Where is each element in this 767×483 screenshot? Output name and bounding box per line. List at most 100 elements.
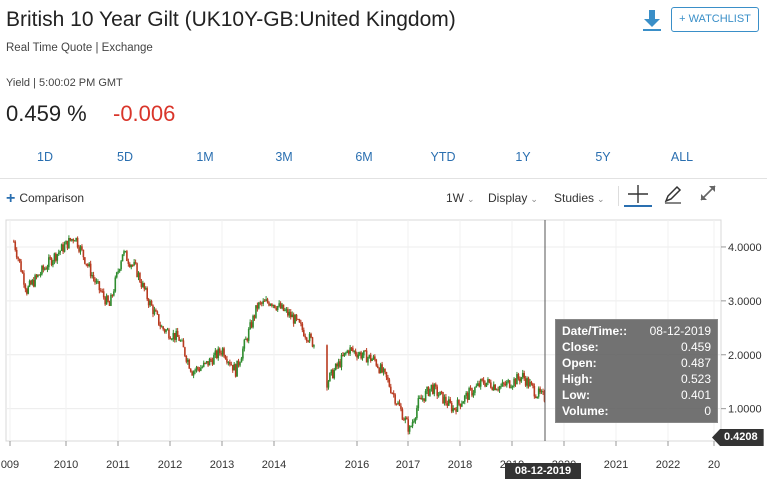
range-5d[interactable]: 5D (117, 150, 133, 164)
range-3m[interactable]: 3M (275, 150, 293, 164)
candle-body (65, 240, 67, 245)
candle-body (523, 373, 525, 379)
watchlist-button[interactable]: + WATCHLIST (671, 7, 759, 32)
candle-body (477, 383, 479, 386)
candle-body (166, 329, 169, 331)
range-ytd[interactable]: YTD (430, 150, 456, 164)
candle-body (266, 299, 269, 303)
candle-body (281, 304, 283, 309)
candle-body (519, 378, 521, 382)
candle-body (475, 385, 478, 388)
candle-body (229, 361, 231, 365)
candle-body (285, 309, 288, 311)
candle-body (217, 348, 220, 358)
candle-body (272, 304, 275, 306)
candle-body (500, 386, 502, 388)
expand-icon[interactable] (697, 182, 719, 204)
candle-body (130, 264, 133, 267)
candle-body (72, 239, 75, 241)
candle-body (357, 354, 360, 358)
candle-body (289, 311, 292, 318)
candle-body (26, 289, 28, 294)
candle-body (184, 347, 186, 356)
candle-body (158, 314, 160, 325)
candle-body (311, 337, 314, 347)
candle-body (28, 280, 31, 287)
candle-body (310, 333, 312, 338)
candle-body (237, 360, 240, 366)
candle-body (356, 354, 358, 358)
candle-body (479, 379, 482, 387)
candle-body (62, 244, 64, 252)
candle-body (88, 263, 90, 266)
candle-body (427, 386, 430, 396)
toolbar-separator (618, 186, 619, 206)
pen-icon[interactable] (662, 183, 684, 205)
crosshair-icon[interactable] (624, 183, 652, 207)
candle-body (403, 419, 405, 421)
candle-body (535, 396, 537, 398)
candle-body (365, 350, 368, 363)
candle-body (178, 336, 180, 341)
time-range-tabs: 1D 5D 1M 3M 6M YTD 1Y 5Y ALL (0, 150, 767, 168)
candle-body (504, 383, 507, 386)
candle-body (73, 240, 76, 242)
tooltip-row-date: Date/Time:: 08-12-2019 (562, 324, 711, 338)
x-tick-label: 009 (1, 459, 19, 471)
candle-body (59, 250, 61, 253)
range-1m[interactable]: 1M (196, 150, 214, 164)
display-label: Display (488, 191, 528, 205)
candle-body (221, 348, 224, 355)
candle-body (536, 396, 539, 398)
candle-body (484, 383, 486, 387)
range-6m[interactable]: 6M (355, 150, 373, 164)
candle-body (265, 299, 267, 302)
candle-body (24, 284, 27, 290)
candle-body (100, 290, 102, 292)
candle-body (353, 350, 356, 352)
candle-body (123, 251, 125, 255)
range-all[interactable]: ALL (670, 150, 694, 164)
display-dropdown[interactable]: Display ⌄ (488, 191, 538, 205)
candle-body (450, 402, 453, 412)
candle-body (175, 330, 177, 340)
candle-body (179, 340, 182, 342)
tooltip-row-close: Close: 0.459 (562, 340, 711, 354)
candle-body (458, 399, 460, 404)
candle-body (337, 361, 340, 367)
range-1d[interactable]: 1D (37, 150, 53, 164)
chevron-down-icon: ⌄ (530, 194, 538, 204)
candle-body (82, 249, 85, 258)
x-tick-label: 2017 (396, 459, 420, 471)
candle-body (481, 379, 483, 381)
download-icon[interactable] (640, 8, 664, 32)
candle-body (173, 332, 176, 340)
x-tick-label: 20 (708, 459, 720, 471)
studies-dropdown[interactable]: Studies ⌄ (554, 191, 605, 205)
candle-body (287, 309, 289, 316)
candle-body (156, 311, 159, 315)
candle-body (305, 337, 308, 341)
candle-body (392, 393, 395, 395)
candle-body (172, 332, 175, 339)
range-5y[interactable]: 5Y (595, 150, 611, 164)
interval-dropdown[interactable]: 1W ⌄ (446, 191, 475, 205)
range-1y[interactable]: 1Y (515, 150, 531, 164)
candle-body (227, 361, 230, 363)
candle-body (89, 263, 92, 277)
candle-body (411, 422, 414, 427)
candle-body (169, 338, 172, 340)
yield-change: -0.006 (113, 101, 176, 126)
candle-body (343, 352, 346, 356)
candle-body (20, 261, 22, 272)
candle-body (23, 273, 25, 285)
candle-body (430, 384, 433, 389)
comparison-button[interactable]: + Comparison (6, 190, 84, 208)
candle-body (81, 246, 83, 250)
tooltip-row-low: Low: 0.401 (562, 388, 711, 402)
candle-body (437, 395, 440, 397)
candle-body (98, 281, 101, 291)
candle-body (95, 281, 98, 283)
candle-body (363, 350, 365, 356)
candle-body (260, 302, 263, 304)
